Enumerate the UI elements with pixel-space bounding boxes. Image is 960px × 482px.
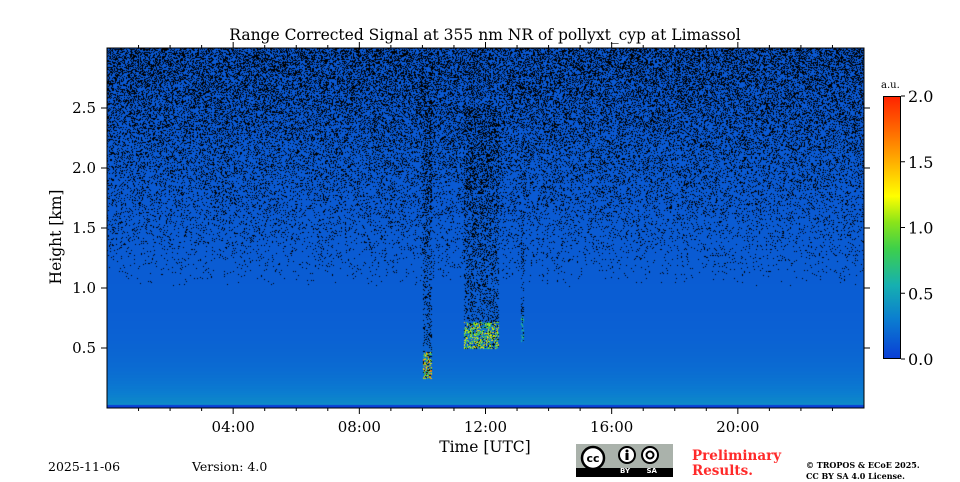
- colorbar-tick-label: 2.0: [908, 87, 933, 106]
- chart-title: Range Corrected Signal at 355 nm NR of p…: [229, 26, 741, 44]
- y-tick-label: 2.0: [72, 159, 96, 177]
- x-axis-label: Time [UTC]: [439, 438, 531, 456]
- x-tick-label: 12:00: [464, 418, 507, 436]
- cc-by-sa-logo: cc BY SA: [576, 444, 673, 477]
- y-tick-label: 2.5: [72, 99, 96, 117]
- version-label: Version: 4.0: [192, 459, 268, 474]
- preliminary-line2: Results.: [692, 463, 753, 479]
- colorbar-tick-label: 1.0: [908, 219, 933, 238]
- copyright-notice: © TROPOS & ECoE 2025. CC BY SA 4.0 Licen…: [806, 460, 920, 482]
- colorbar-tick-label: 0.5: [908, 284, 933, 303]
- date-label: 2025-11-06: [48, 459, 121, 474]
- cc-badge-text: BY SA: [620, 467, 657, 475]
- y-tick-label: 0.5: [72, 339, 96, 357]
- svg-text:cc: cc: [586, 452, 599, 465]
- plot-area: [107, 48, 864, 408]
- y-tick-label: 1.0: [72, 279, 96, 297]
- x-tick-label: 16:00: [590, 418, 633, 436]
- colorbar-tick-label: 1.5: [908, 153, 933, 172]
- preliminary-line1: Preliminary: [692, 448, 782, 464]
- copyright-line2: CC BY SA 4.0 License.: [806, 471, 905, 481]
- y-tick-label: 1.5: [72, 219, 96, 237]
- colorbar-unit: a.u.: [881, 80, 900, 91]
- plot-frame: [106, 47, 865, 409]
- x-tick-label: 08:00: [338, 418, 381, 436]
- x-tick-label: 04:00: [212, 418, 255, 436]
- colorbar-tick-label: 0.0: [908, 350, 933, 369]
- copyright-line1: © TROPOS & ECoE 2025.: [806, 460, 920, 470]
- cc-license-icon: cc: [580, 445, 659, 471]
- y-axis-label: Height [km]: [47, 189, 65, 285]
- preliminary-notice: Preliminary Results.: [692, 449, 781, 479]
- heatmap-canvas: [107, 48, 864, 408]
- x-tick-label: 20:00: [716, 418, 759, 436]
- colorbar: [883, 96, 901, 359]
